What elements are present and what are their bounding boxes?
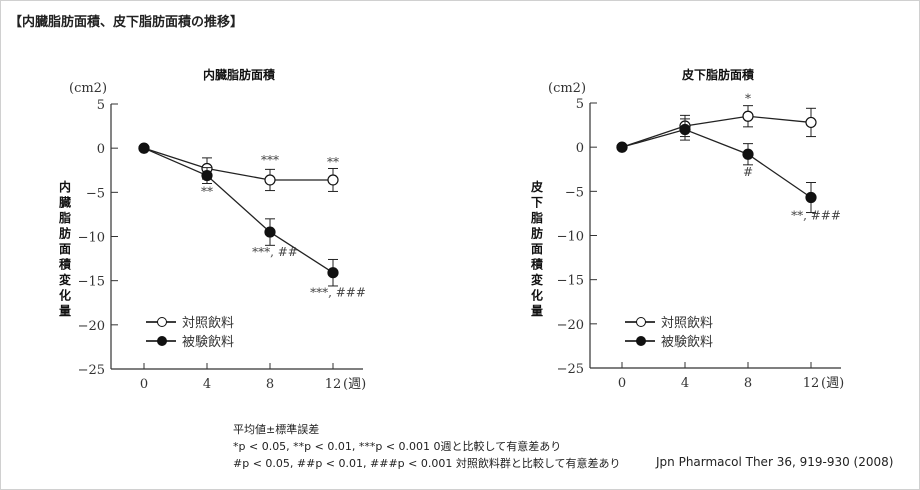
series-line-control [621,115,812,148]
data-point-control [805,116,817,129]
data-point-test [138,142,150,154]
y-tick-label: −20 [78,319,105,334]
y-axis-label-char: 臓 [59,195,71,210]
legend-label: 対照飲料 [182,315,234,331]
y-tick-label: −15 [557,274,584,289]
note-vs-control: #p < 0.05, ##p < 0.01, ###p < 0.001 対照飲料… [233,457,621,470]
data-point-test [805,191,817,204]
citation: Jpn Pharmacol Ther 36, 919-930 (2008) [656,455,894,469]
legend-label: 被験飲料 [661,334,713,350]
chart-title: 内臓脂肪面積 [203,67,276,82]
data-point-test [679,123,691,136]
significance-label: * [745,91,751,105]
y-axis-label-char: 脂 [530,210,543,225]
y-axis-label-char: 積 [530,257,544,272]
x-unit: (週) [821,376,844,391]
y-axis-label-char: 面 [531,242,543,256]
legend-marker [157,317,167,327]
page-title: 【内臓脂肪面積、皮下脂肪面積の推移】 [9,15,244,30]
data-point-test [616,141,628,153]
series-line-test [621,128,812,199]
y-unit: (cm2) [69,81,107,96]
data-point-control [327,174,339,186]
data-point-test [742,148,754,160]
y-axis-label-char: 変 [531,272,544,287]
y-axis-label-char: 積 [58,257,72,272]
significance-label: ***, ## [252,245,298,259]
y-tick-label: 5 [576,97,584,112]
y-axis-label-char: 下 [531,196,543,210]
significance-label: # [743,165,753,179]
data-point-control [742,110,754,122]
legend-label: 被験飲料 [182,334,234,350]
legend-marker [636,317,646,327]
x-tick-label: 12 [803,376,820,391]
y-axis-label-char: 量 [59,304,71,318]
y-tick-label: −15 [78,275,105,290]
x-tick-label: 0 [140,377,148,392]
y-tick-label: −10 [78,231,105,246]
x-tick-label: 0 [618,376,626,391]
data-point-test [327,267,339,279]
legend-marker [157,336,167,346]
note-mean-se: 平均値±標準誤差 [233,423,320,436]
y-axis-label-char: 変 [59,272,72,287]
y-tick-label: −10 [557,230,584,245]
x-tick-label: 4 [203,377,211,392]
y-tick-label: −25 [557,362,584,377]
y-tick-label: −5 [86,186,105,201]
y-axis-label-char: 化 [531,288,543,303]
legend-marker [636,336,646,346]
y-tick-label: −25 [78,363,105,378]
significance-label: *** [261,153,279,167]
y-axis-label-char: 肪 [59,226,71,241]
y-tick-label: 0 [576,141,584,156]
significance-label: **, ### [791,209,841,223]
x-unit: (週) [343,377,366,392]
significance-label: ***, ### [310,286,366,300]
y-tick-label: −20 [557,318,584,333]
y-axis-label-char: 皮 [530,179,543,194]
y-tick-label: −5 [565,185,584,200]
y-tick-label: 0 [97,142,105,157]
y-axis-label-char: 肪 [531,226,543,241]
note-vs-week0: *p < 0.05, **p < 0.01, ***p < 0.001 0週と比… [233,440,562,453]
series-line-test [143,147,334,274]
footnotes: 平均値±標準誤差 *p < 0.05, **p < 0.01, ***p < 0… [233,421,621,472]
x-tick-label: 8 [744,376,752,391]
y-axis-label-char: 内 [59,179,71,194]
y-tick-label: 5 [97,98,105,113]
y-axis-label-char: 面 [59,242,71,256]
data-point-test [264,226,276,238]
data-point-test [201,169,213,182]
x-tick-label: 4 [681,376,689,391]
legend-label: 対照飲料 [661,315,713,331]
series-line-control [143,147,333,181]
significance-label: ** [327,155,339,169]
y-axis-label-char: 脂 [58,210,71,225]
x-tick-label: 8 [266,377,274,392]
y-axis-label-char: 化 [59,288,71,303]
x-tick-label: 12 [325,377,342,392]
chart-title: 皮下脂肪面積 [681,67,755,82]
y-axis-label-char: 量 [531,304,543,318]
data-point-control [264,174,276,186]
significance-label: ** [201,185,213,199]
y-unit: (cm2) [548,81,586,96]
